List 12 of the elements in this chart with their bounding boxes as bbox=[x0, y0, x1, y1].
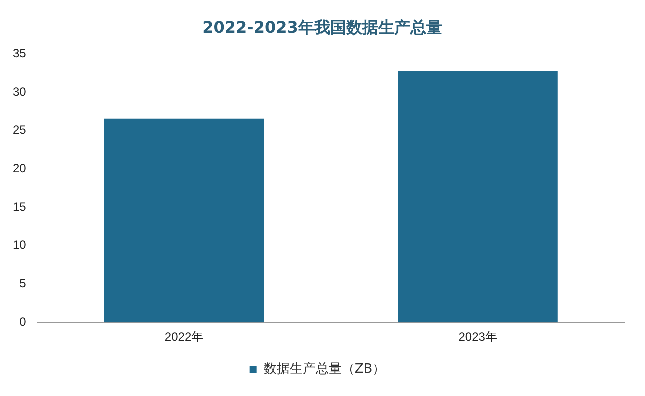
y-tick-label: 30 bbox=[12, 84, 27, 99]
y-tick-label: 25 bbox=[12, 123, 27, 138]
chart-title: 2022-2023年我国数据生产总量 bbox=[202, 18, 444, 39]
legend-label: 数据生产总量（ZB） bbox=[264, 362, 386, 377]
y-tick-label: 0 bbox=[20, 314, 27, 329]
y-tick-label: 35 bbox=[12, 46, 27, 61]
x-tick-label: 2022年 bbox=[164, 330, 204, 344]
y-tick-label: 5 bbox=[20, 276, 27, 291]
y-tick-label: 20 bbox=[12, 162, 27, 176]
y-tick-label: 10 bbox=[12, 238, 27, 252]
x-tick-label: 2023年 bbox=[458, 330, 498, 344]
y-tick-label: 15 bbox=[12, 200, 27, 214]
